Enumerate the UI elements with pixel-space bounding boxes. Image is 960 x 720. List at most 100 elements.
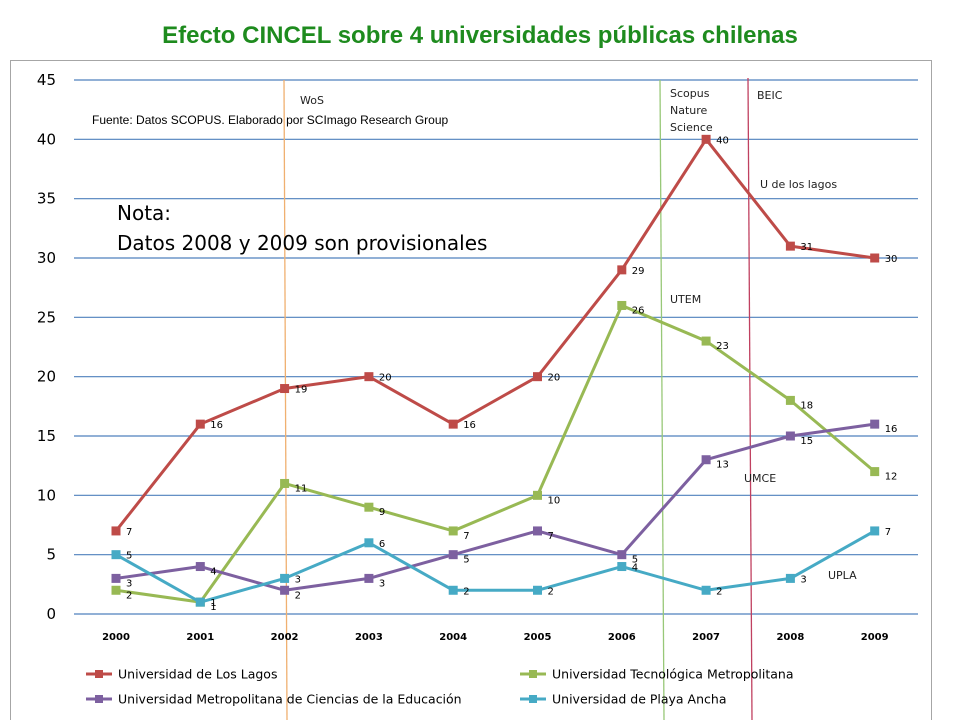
umce-annotation: UMCE	[744, 472, 776, 485]
event-line-wos	[283, 79, 288, 720]
x-tick-label-2003: 2003	[355, 632, 383, 643]
data-point-s0-2001	[195, 419, 205, 429]
provisional-note-text: Datos 2008 y 2009 son provisionales	[117, 231, 487, 255]
data-label-s0-2002: 19	[295, 385, 308, 396]
data-label-s0-2009: 30	[885, 254, 898, 265]
data-label-s3-2008: 3	[800, 574, 806, 585]
data-point-s2-2000	[111, 573, 121, 583]
legend: Universidad de Los Lagos Universidad Tecn…	[86, 667, 794, 707]
data-label-s3-2009: 7	[885, 527, 891, 538]
data-point-s3-2009	[870, 526, 880, 536]
x-tick-label-2006: 2006	[608, 632, 636, 643]
y-tick-label-25: 25	[37, 308, 56, 326]
data-label-s2-2008: 15	[800, 436, 813, 447]
x-tick-label-2005: 2005	[524, 632, 552, 643]
y-tick-label-15: 15	[37, 427, 56, 445]
data-point-s3-2000	[111, 550, 121, 560]
legend-label-0: Universidad de Los Lagos	[118, 667, 277, 682]
data-label-s0-2007: 40	[716, 135, 729, 146]
data-point-s0-2004	[448, 419, 458, 429]
data-point-s1-2008	[785, 395, 795, 405]
data-point-s2-2008	[785, 431, 795, 441]
data-label-s0-2001: 16	[210, 420, 223, 431]
series-line-2	[115, 422, 875, 592]
data-point-s0-2005	[533, 372, 542, 382]
legend-label-1: Universidad Tecnológica Metropolitana	[552, 667, 794, 682]
chart-frame	[10, 60, 932, 720]
legend-swatch-marker-0	[95, 670, 103, 678]
data-labels: 7161920162029403130211197102623181234235…	[126, 135, 897, 613]
legend-swatch-marker-3	[529, 695, 537, 703]
data-point-s3-2003	[364, 538, 374, 548]
data-point-s0-2007	[701, 134, 711, 144]
x-tick-label-2008: 2008	[776, 632, 804, 643]
data-point-s1-2006	[617, 300, 627, 310]
data-label-s2-2003: 3	[379, 578, 385, 589]
chart-title: Efecto CINCEL sobre 4 universidades públ…	[162, 22, 798, 49]
data-label-s0-2008: 31	[800, 242, 813, 253]
data-point-s0-2009	[870, 253, 880, 263]
series-line-3	[115, 529, 876, 604]
upla-annotation: UPLA	[828, 569, 857, 582]
data-point-s1-2007	[701, 336, 711, 346]
data-label-s0-2006: 29	[632, 266, 645, 277]
x-tick-label-2004: 2004	[439, 632, 467, 643]
data-point-s2-2006	[617, 550, 627, 560]
x-tick-label-2001: 2001	[186, 632, 214, 643]
data-label-s3-2003: 6	[379, 539, 385, 550]
data-label-s3-2004: 2	[463, 586, 469, 597]
nature-annotation: Nature	[670, 104, 708, 117]
data-label-s1-2008: 18	[800, 400, 813, 411]
data-label-s2-2006: 5	[632, 555, 638, 566]
data-label-s3-2000: 5	[126, 551, 132, 562]
data-label-s1-2006: 26	[632, 305, 645, 316]
data-label-s0-2005: 20	[548, 373, 561, 384]
beic-annotation: BEIC	[757, 89, 783, 102]
data-point-s1-2009	[870, 467, 880, 477]
data-label-s1-2004: 7	[463, 531, 469, 542]
y-tick-label-0: 0	[46, 605, 56, 623]
source-note: Fuente: Datos SCOPUS. Elaborado por SCIm…	[92, 113, 449, 127]
data-point-s1-2002	[280, 478, 290, 488]
data-point-s3-2004	[448, 585, 458, 595]
data-point-s1-2005	[533, 490, 542, 500]
data-label-s2-2005: 7	[548, 531, 554, 542]
data-label-s1-2009: 12	[885, 472, 898, 483]
utem-annotation: UTEM	[670, 293, 701, 306]
y-tick-label-40: 40	[37, 130, 56, 148]
x-tick-label-2002: 2002	[271, 632, 299, 643]
data-label-s3-2006: 4	[632, 563, 638, 574]
data-point-s3-2007	[701, 585, 711, 595]
u-lagos-annotation: U de los lagos	[760, 178, 837, 191]
legend-swatch-marker-2	[95, 695, 103, 703]
data-label-s0-2000: 7	[126, 527, 132, 538]
legend-label-2: Universidad Metropolitana de Ciencias de…	[118, 692, 462, 707]
data-label-s3-2002: 3	[295, 574, 301, 585]
data-label-s2-2009: 16	[885, 424, 898, 435]
data-point-s0-2002	[280, 384, 290, 394]
data-label-s2-2007: 13	[716, 460, 729, 471]
x-tick-label-2009: 2009	[861, 632, 889, 643]
data-point-s3-2006	[617, 562, 627, 572]
y-tick-label-45: 45	[37, 71, 56, 89]
data-point-s2-2004	[448, 550, 458, 560]
data-label-s1-2007: 23	[716, 341, 729, 352]
provisional-note-title: Nota:	[117, 201, 171, 225]
data-label-s1-2000: 2	[126, 590, 132, 601]
data-label-s3-2005: 2	[548, 586, 554, 597]
data-point-s2-2009	[870, 419, 880, 429]
data-label-s1-2001: 1	[210, 602, 216, 613]
science-annotation: Science	[670, 121, 713, 134]
data-point-s2-2001	[195, 562, 205, 572]
series-line-1	[115, 303, 876, 604]
data-point-s2-2002	[280, 585, 290, 595]
data-label-s2-2000: 3	[126, 578, 132, 589]
y-tick-label-10: 10	[37, 486, 56, 504]
data-point-s0-2008	[785, 241, 795, 251]
event-line-scopus	[659, 79, 665, 720]
event-lines	[283, 77, 753, 720]
scopus-annotation: Scopus	[670, 87, 710, 100]
data-label-s3-2007: 2	[716, 586, 722, 597]
